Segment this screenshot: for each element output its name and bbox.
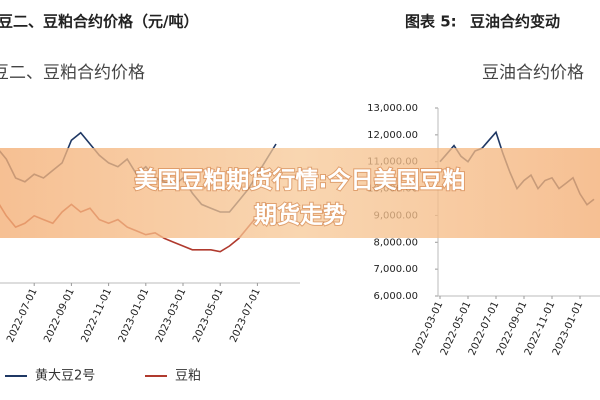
banner-bg [0, 148, 600, 238]
charts: 2022-07-01 2022-09-01 2022-11-01 2023-01-01… [0, 103, 600, 384]
banner-line2: 期货走势 [254, 202, 346, 229]
legend-label: 豆粕 [175, 369, 201, 384]
x-tick-label: 2022-07-01 [5, 287, 40, 344]
x-tick-label: 2023-05-01 [191, 287, 226, 344]
right-header-label: 图表 5: [405, 13, 457, 31]
left-chart-title: 豆二、豆粕合约价格 [0, 63, 145, 83]
y-tick-label: 8,000.00 [373, 237, 418, 248]
x-tick-label: 2022-09-01 [42, 287, 77, 344]
x-tick-label: 2023-01-01 [551, 300, 586, 357]
x-tick-label: 2023-07-01 [228, 287, 263, 344]
y-tick-label: 12,000.00 [367, 130, 418, 141]
y-tick-label: 6,000.00 [373, 291, 418, 302]
right-chart-title: 豆油合约价格 [482, 63, 584, 83]
y-tick-label: 13,000.00 [367, 103, 418, 114]
x-tick-label: 2023-03-01 [154, 287, 189, 344]
left-header: 豆二、豆粕合约价格（元/吨） [0, 13, 198, 31]
legend-label: 黄大豆2号 [35, 369, 95, 384]
x-tick-label: 2022-11-01 [80, 287, 115, 344]
right-header-title: 豆油合约变动 [470, 13, 560, 31]
x-tick-label: 2023-01-01 [117, 287, 152, 344]
y-tick-label: 7,000.00 [373, 264, 418, 275]
banner-line1: 美国豆粕期货行情:今日美国豆粕 [134, 167, 465, 194]
